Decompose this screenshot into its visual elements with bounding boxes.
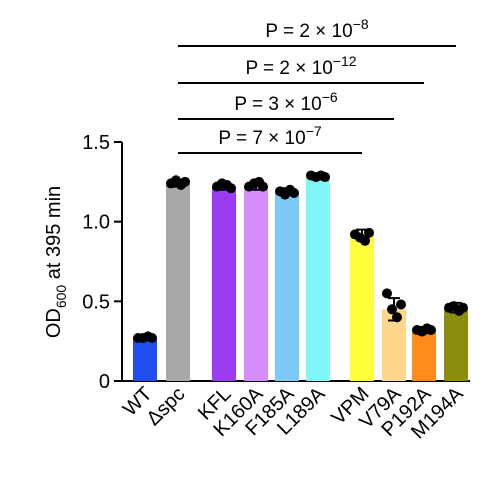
bar	[133, 337, 157, 381]
significance-label: P = 3 × 10−6	[234, 89, 338, 115]
p-value: P = 3 × 10	[234, 94, 321, 115]
data-point	[180, 176, 190, 187]
data-point	[360, 235, 370, 246]
bar	[350, 234, 374, 381]
significance-label: P = 7 × 10−7	[218, 123, 322, 149]
p-exponent: −8	[353, 16, 369, 32]
bar	[306, 175, 330, 381]
y-tick-label: 1.0	[82, 212, 110, 234]
y-label-sub: 600	[53, 285, 69, 309]
data-point	[226, 183, 236, 194]
p-value: P = 7 × 10	[218, 128, 305, 149]
data-point	[147, 332, 157, 343]
data-point	[458, 302, 468, 313]
data-point	[387, 304, 397, 315]
p-value: P = 2 × 10	[265, 21, 352, 42]
p-exponent: −6	[322, 89, 338, 105]
data-point	[396, 299, 406, 310]
data-point	[258, 181, 268, 192]
bar	[166, 183, 190, 381]
y-tick-label: 0	[99, 371, 110, 393]
bar	[212, 186, 236, 381]
y-label-rest: at 395 min	[43, 186, 65, 285]
data-point	[364, 227, 374, 238]
y-axis-label: OD600 at 395 min	[43, 186, 69, 338]
data-point	[392, 312, 402, 323]
significance-label: P = 2 × 10−8	[265, 16, 369, 42]
data-point	[382, 288, 392, 299]
p-value: P = 2 × 10	[245, 58, 332, 79]
data-point	[426, 325, 436, 336]
y-label-main: OD	[43, 308, 65, 338]
p-exponent: −7	[306, 123, 322, 139]
significance-label: P = 2 × 10−12	[245, 53, 356, 79]
y-tick-label: 0.5	[82, 291, 110, 313]
p-exponent: −12	[333, 53, 357, 69]
data-point	[320, 172, 330, 183]
bar	[444, 307, 468, 381]
bar	[412, 330, 436, 381]
bar	[275, 191, 299, 381]
x-tick-label: Δspc	[143, 383, 190, 430]
data-point	[289, 187, 299, 198]
y-tick-label: 1.5	[82, 132, 110, 154]
bar	[244, 186, 268, 381]
